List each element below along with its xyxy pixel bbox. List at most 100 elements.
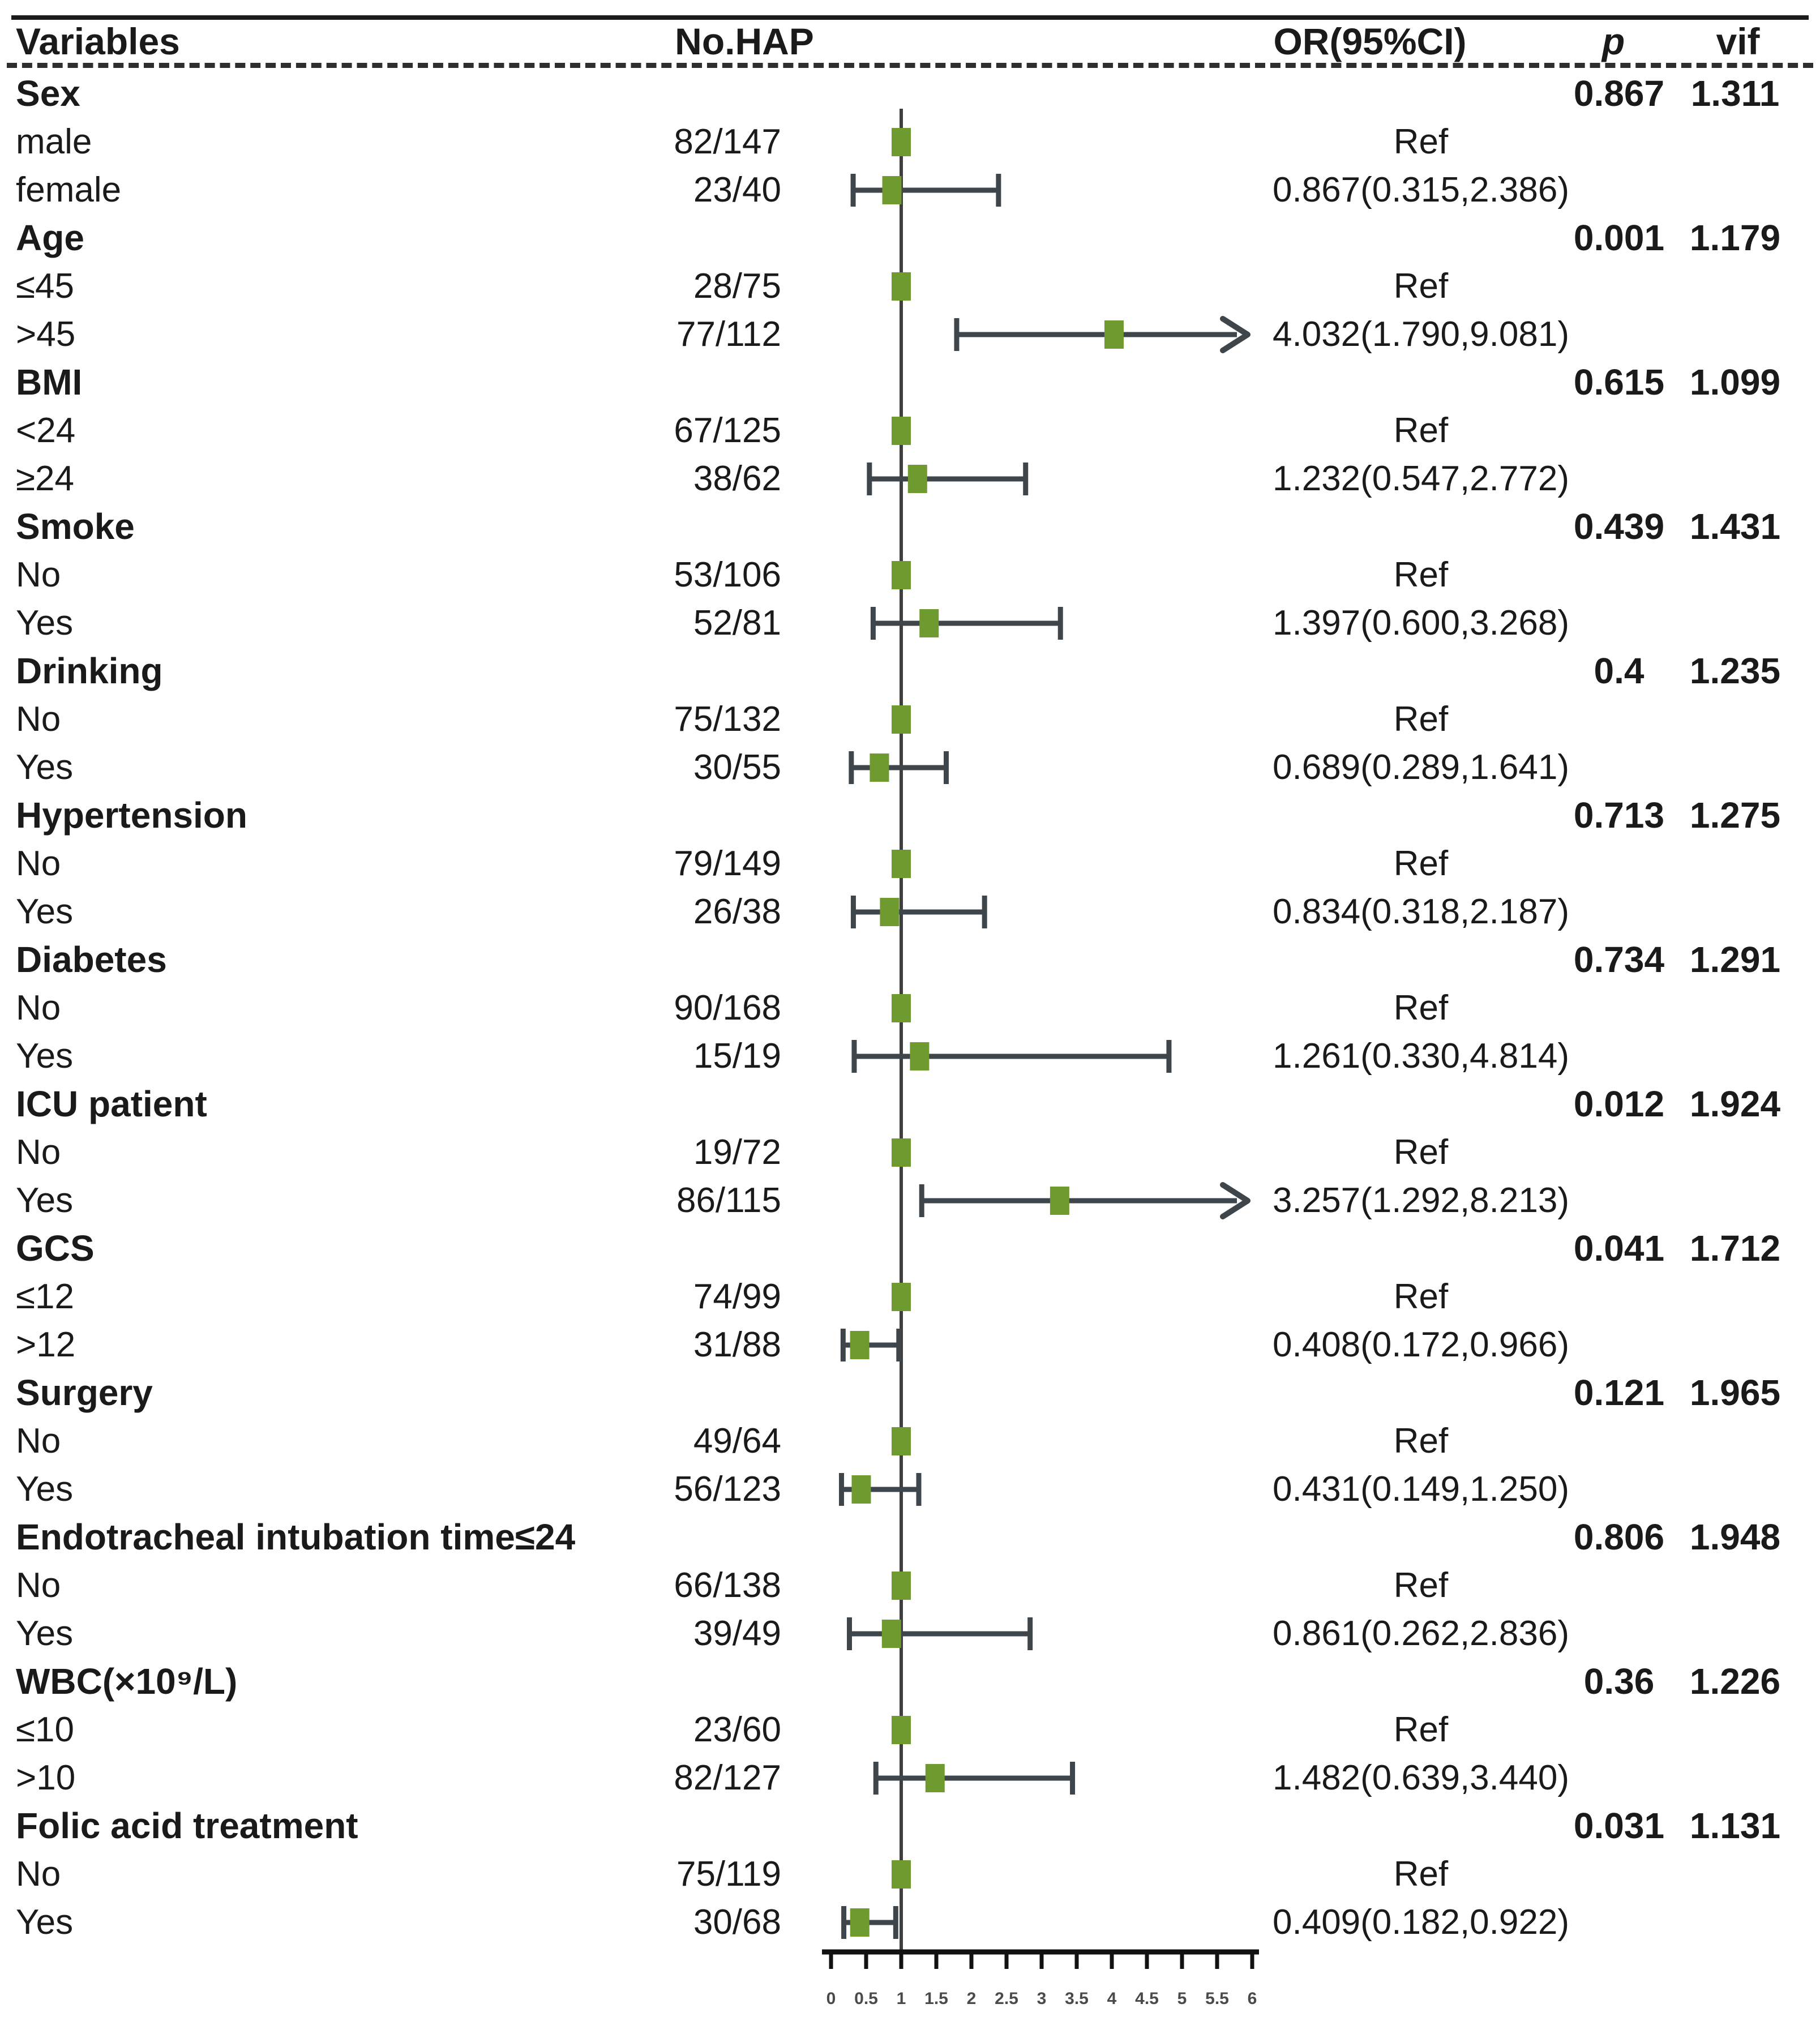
row-or-ci: Ref — [1393, 1277, 1449, 1316]
row-vif-value — [1659, 1176, 1812, 1224]
row-no-hap: 67/125 — [674, 411, 781, 450]
row-vif-value — [1659, 840, 1812, 888]
table-row: Smoke 0.439 1.431 — [0, 503, 1820, 551]
top-rule — [11, 15, 1809, 20]
row-or-ci: 0.431(0.149,1.250) — [1273, 1470, 1569, 1509]
column-header-vif: vif — [1716, 20, 1760, 62]
row-label: No — [16, 1133, 61, 1172]
row-or-ci — [1262, 70, 1579, 118]
table-row: ≤10 23/60 Ref — [0, 1706, 1820, 1754]
table-row: <24 67/125 Ref — [0, 406, 1820, 455]
row-label: GCS — [16, 1228, 95, 1269]
row-vif-value — [1659, 1561, 1812, 1609]
row-label: No — [16, 988, 61, 1027]
row-no-hap: 74/99 — [693, 1277, 781, 1316]
table-row: No 75/119 Ref — [0, 1850, 1820, 1898]
row-p-value: 0.36 — [1583, 1661, 1655, 1702]
table-row: WBC(×10⁹/L) 0.36 1.226 — [0, 1658, 1820, 1706]
row-vif-value — [1659, 1898, 1812, 1946]
table-row: Sex 0.867 1.311 — [0, 70, 1820, 118]
row-label: female — [16, 170, 122, 209]
row-no-hap: 52/81 — [693, 603, 781, 643]
row-no-hap: 23/60 — [693, 1710, 781, 1749]
table-row: male 82/147 Ref — [0, 118, 1820, 166]
row-label: Yes — [16, 1903, 74, 1942]
row-or-ci: 0.689(0.289,1.641) — [1273, 748, 1569, 787]
row-p-value: 0.001 — [1573, 217, 1665, 258]
row-vif-value: 1.311 — [1690, 73, 1780, 114]
row-or-ci: Ref — [1393, 1421, 1449, 1461]
row-no-hap — [509, 1224, 781, 1273]
x-axis-tick-label: 0 — [827, 1989, 836, 2008]
row-vif-value — [1659, 743, 1812, 791]
table-row: ≥24 38/62 1.232(0.547,2.772) — [0, 455, 1820, 503]
row-vif-value: 1.291 — [1689, 939, 1781, 980]
row-or-ci — [1262, 647, 1579, 695]
row-vif-value — [1659, 1273, 1812, 1321]
table-row: No 90/168 Ref — [0, 984, 1820, 1032]
row-or-ci: 0.867(0.315,2.386) — [1273, 170, 1569, 209]
row-vif-value: 1.275 — [1689, 795, 1781, 836]
row-label: No — [16, 844, 61, 883]
row-label: Sex — [16, 73, 80, 114]
row-vif-value: 1.924 — [1689, 1084, 1781, 1124]
row-label: Yes — [16, 1470, 74, 1509]
row-no-hap: 75/132 — [674, 700, 781, 739]
row-label: ≤10 — [16, 1710, 74, 1749]
row-label: No — [16, 555, 61, 594]
row-p-value: 0.615 — [1573, 362, 1665, 403]
row-no-hap: 82/127 — [674, 1758, 781, 1797]
row-label: Yes — [16, 1614, 74, 1653]
table-row: Drinking 0.4 1.235 — [0, 647, 1820, 695]
table-row: Yes 52/81 1.397(0.600,3.268) — [0, 599, 1820, 647]
row-or-ci: 1.397(0.600,3.268) — [1273, 603, 1569, 643]
table-row: Yes 86/115 3.257(1.292,8.213) — [0, 1176, 1820, 1224]
row-or-ci: Ref — [1393, 844, 1449, 883]
header-divider-dashed — [7, 63, 1813, 68]
table-row: No 75/132 Ref — [0, 695, 1820, 743]
row-or-ci: Ref — [1393, 988, 1449, 1027]
table-row: Yes 30/68 0.409(0.182,0.922) — [0, 1898, 1820, 1946]
row-or-ci: 0.861(0.262,2.836) — [1273, 1614, 1569, 1653]
row-vif-value — [1659, 118, 1812, 166]
row-or-ci: Ref — [1393, 1566, 1449, 1605]
x-axis-tick-label: 5.5 — [1205, 1989, 1229, 2008]
row-no-hap — [509, 647, 781, 695]
row-no-hap: 19/72 — [693, 1133, 781, 1172]
row-vif-value: 1.131 — [1689, 1805, 1781, 1846]
row-or-ci: 0.408(0.172,0.966) — [1273, 1325, 1569, 1364]
row-p-value: 0.121 — [1573, 1372, 1665, 1413]
x-axis-tick-label: 4.5 — [1135, 1989, 1159, 2008]
row-label: male — [16, 122, 92, 161]
row-or-ci — [1262, 936, 1579, 984]
row-no-hap — [509, 214, 781, 262]
row-or-ci — [1262, 1658, 1579, 1706]
row-label: ≤12 — [16, 1277, 74, 1316]
row-no-hap — [509, 1369, 781, 1417]
row-label: No — [16, 700, 61, 739]
column-header-p: p — [1601, 20, 1625, 62]
row-p-value: 0.439 — [1573, 506, 1665, 547]
row-label: Folic acid treatment — [16, 1805, 358, 1846]
row-vif-value — [1659, 888, 1812, 936]
row-vif-value — [1659, 1754, 1812, 1802]
row-or-ci: 1.232(0.547,2.772) — [1273, 459, 1569, 498]
row-label: No — [16, 1566, 61, 1605]
row-label: <24 — [16, 411, 76, 450]
row-no-hap: 23/40 — [693, 170, 781, 209]
row-label: No — [16, 1421, 61, 1461]
row-label: No — [16, 1855, 61, 1894]
x-axis-tick-label: 0.5 — [854, 1989, 878, 2008]
row-no-hap: 30/55 — [693, 748, 781, 787]
table-row: ≤12 74/99 Ref — [0, 1273, 1820, 1321]
row-vif-value — [1659, 984, 1812, 1032]
x-axis-tick-label: 5 — [1177, 1989, 1187, 2008]
row-label: >10 — [16, 1758, 76, 1797]
row-p-value: 0.031 — [1573, 1805, 1665, 1846]
row-no-hap: 53/106 — [674, 555, 781, 594]
row-no-hap: 26/38 — [693, 892, 781, 931]
row-or-ci — [1262, 1224, 1579, 1273]
row-or-ci: Ref — [1393, 267, 1449, 306]
x-axis-tick-label: 2.5 — [995, 1989, 1018, 2008]
row-p-value: 0.713 — [1573, 795, 1665, 836]
